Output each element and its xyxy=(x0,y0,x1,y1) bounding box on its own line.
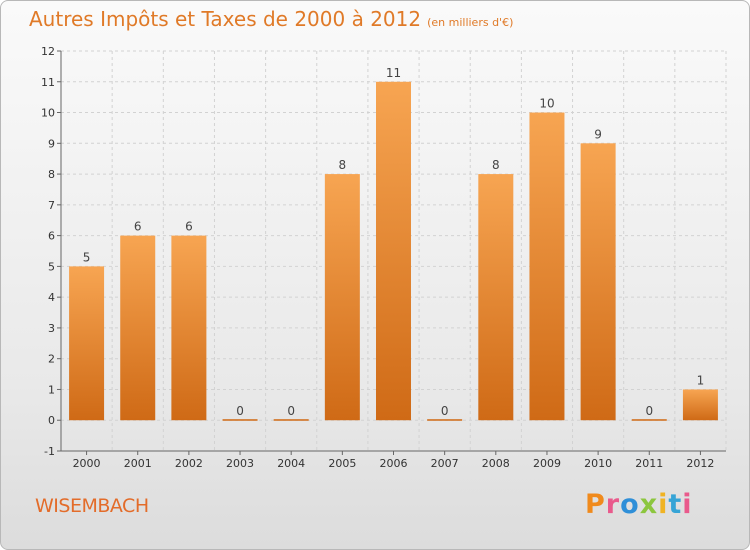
y-tick-label: 6 xyxy=(48,230,55,243)
x-tick-label: 2010 xyxy=(584,457,612,470)
y-tick-label: 8 xyxy=(48,168,55,181)
x-tick-label: 2002 xyxy=(175,457,203,470)
value-label: 6 xyxy=(134,220,142,234)
value-label: 11 xyxy=(386,66,401,80)
labels: -101234567891011125200062001620020200302… xyxy=(41,45,714,470)
bar-2011 xyxy=(631,419,667,421)
chart-title-text: Autres Impôts et Taxes de 2000 à 2012 xyxy=(29,7,422,31)
logo-letter: x xyxy=(639,489,659,520)
value-label: 10 xyxy=(539,97,554,111)
y-tick-label: 2 xyxy=(48,353,55,366)
bar-2007 xyxy=(427,419,463,421)
bar-2000 xyxy=(69,266,105,421)
y-tick-label: 0 xyxy=(48,414,55,427)
bar-2005 xyxy=(324,174,360,421)
bar-2002 xyxy=(171,235,207,421)
y-tick-label: 12 xyxy=(41,45,55,58)
bar-2009 xyxy=(529,112,565,421)
y-tick-label: 1 xyxy=(48,383,55,396)
value-label: 1 xyxy=(697,373,705,387)
x-tick-label: 2011 xyxy=(635,457,663,470)
value-label: 0 xyxy=(287,404,295,418)
bar-2010 xyxy=(580,143,616,421)
y-tick-label: 4 xyxy=(48,291,55,304)
bar-2001 xyxy=(120,235,156,421)
logo-letter: r xyxy=(605,489,621,520)
x-tick-label: 2006 xyxy=(380,457,408,470)
y-tick-label: -1 xyxy=(44,445,55,458)
x-tick-label: 2001 xyxy=(124,457,152,470)
bar-2003 xyxy=(222,419,258,421)
value-label: 0 xyxy=(441,404,449,418)
y-tick-label: 3 xyxy=(48,322,55,335)
value-label: 8 xyxy=(492,158,500,172)
x-tick-label: 2003 xyxy=(226,457,254,470)
x-tick-label: 2009 xyxy=(533,457,561,470)
value-label: 6 xyxy=(185,220,193,234)
logo-letter: P xyxy=(585,489,606,520)
value-label: 5 xyxy=(83,250,91,264)
bar-2008 xyxy=(478,174,514,421)
proxiti-logo: Proxiti xyxy=(585,489,693,520)
logo-letter: i xyxy=(658,489,669,520)
bar-2006 xyxy=(376,81,411,421)
x-tick-label: 2007 xyxy=(431,457,459,470)
bars xyxy=(69,81,718,421)
x-tick-label: 2005 xyxy=(328,457,356,470)
x-tick-label: 2004 xyxy=(277,457,305,470)
logo-letter: t xyxy=(668,489,683,520)
value-label: 0 xyxy=(236,404,244,418)
y-tick-label: 7 xyxy=(48,199,55,212)
bar-2012 xyxy=(682,389,718,421)
bar-2004 xyxy=(273,419,309,421)
y-tick-label: 10 xyxy=(41,107,55,120)
x-tick-label: 2008 xyxy=(482,457,510,470)
value-label: 9 xyxy=(594,127,602,141)
value-label: 0 xyxy=(645,404,653,418)
logo-letter: o xyxy=(620,489,640,520)
chart-title: Autres Impôts et Taxes de 2000 à 2012 (en… xyxy=(29,7,513,31)
y-tick-label: 5 xyxy=(48,260,55,273)
chart-subtitle: (en milliers d'€) xyxy=(427,16,514,29)
y-tick-label: 9 xyxy=(48,137,55,150)
location-name: WISEMBACH xyxy=(35,495,149,517)
y-tick-label: 11 xyxy=(41,76,55,89)
x-tick-label: 2000 xyxy=(73,457,101,470)
value-label: 8 xyxy=(339,158,347,172)
axes xyxy=(57,50,726,455)
x-tick-label: 2012 xyxy=(686,457,714,470)
logo-letter: i xyxy=(682,489,693,520)
